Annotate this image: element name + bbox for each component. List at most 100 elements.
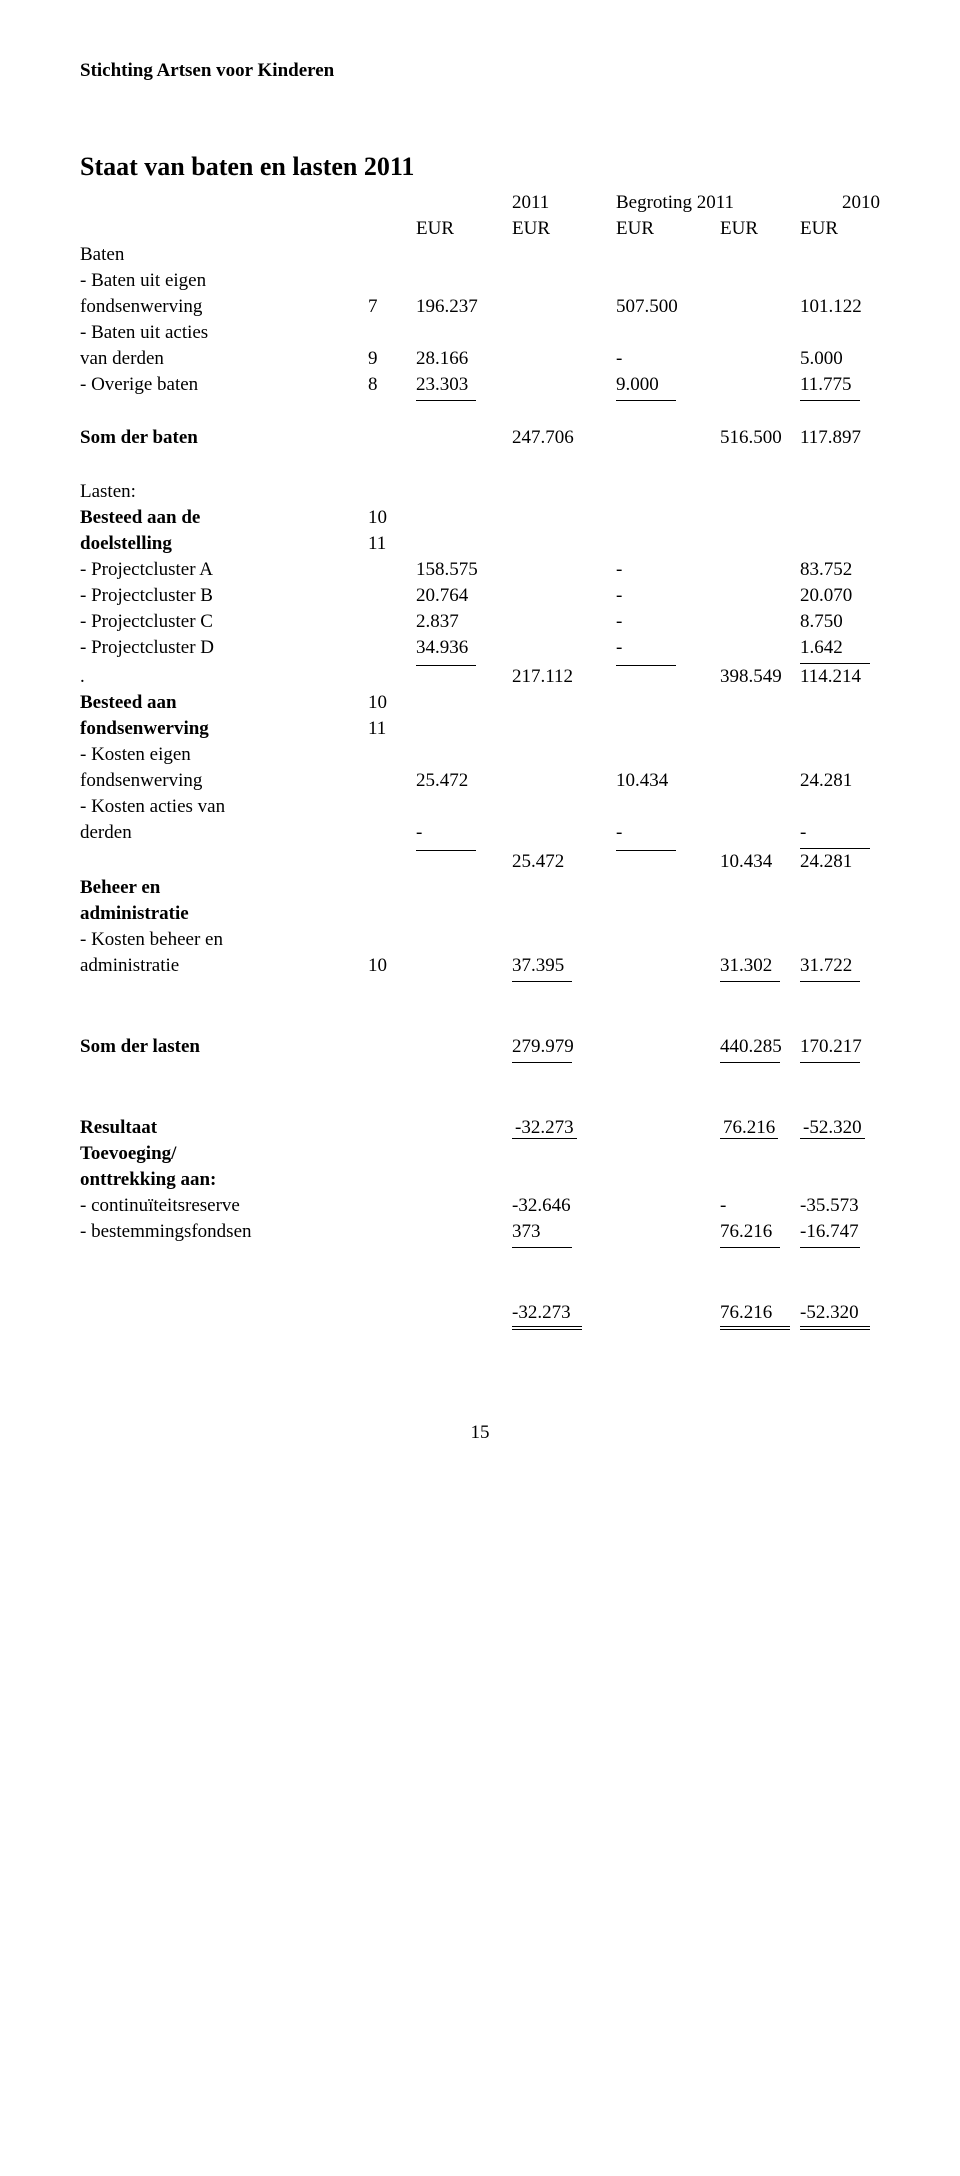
doc-header: Stichting Artsen voor Kinderen — [80, 60, 880, 82]
fwsum-d: 10.434 — [720, 846, 800, 875]
kad-a: - — [416, 820, 512, 846]
besteed-doel-n2: 11 — [368, 531, 416, 557]
rule — [416, 665, 476, 688]
fwsum-b: 25.472 — [512, 846, 616, 875]
resultaat-b: -32.273 — [512, 1117, 577, 1139]
dot-d: 398.549 — [720, 661, 800, 690]
baten-heading: Baten — [80, 242, 368, 268]
cont-d: - — [720, 1193, 800, 1219]
baten-r2-l2: van derden — [80, 346, 368, 372]
kad-e: - — [800, 820, 880, 846]
pb-l: - Projectcluster B — [80, 583, 368, 609]
col-year-3: 2010 — [800, 190, 880, 216]
rule — [616, 850, 676, 873]
baten-r2-note: 9 — [368, 346, 416, 372]
baten-r2-l1: - Baten uit acties — [80, 320, 368, 346]
besteed-fw-n1: 10 — [368, 690, 416, 716]
som-baten-b: 247.706 — [512, 425, 616, 451]
kef-e: 24.281 — [800, 768, 880, 794]
baten-r3-l: - Overige baten — [80, 372, 368, 398]
financial-table: 2011 Begroting 2011 2010 EUR EUR EUR EUR… — [80, 190, 880, 1332]
cont-e: -35.573 — [800, 1193, 880, 1219]
best-l: - bestemmingsfondsen — [80, 1219, 368, 1245]
baten-r1-e: 101.122 — [800, 294, 880, 320]
unit-4: EUR — [720, 216, 800, 242]
year-row: 2011 Begroting 2011 2010 — [80, 190, 880, 216]
kba-l2: administratie — [80, 953, 368, 979]
pa-c: - — [616, 557, 720, 583]
rule — [616, 665, 676, 688]
kef-a: 25.472 — [416, 768, 512, 794]
fwsum-e: 24.281 — [800, 848, 870, 873]
col-year-2: Begroting 2011 — [616, 190, 720, 216]
besteed-fw-l2: fondsenwerving — [80, 716, 368, 742]
kba-d: 31.302 — [720, 953, 800, 979]
toev-l2: onttrekking aan: — [80, 1167, 368, 1193]
baten-r3-note: 8 — [368, 372, 416, 398]
rule — [416, 850, 476, 873]
pb-c: - — [616, 583, 720, 609]
pd-e: 1.642 — [800, 635, 880, 661]
pb-a: 20.764 — [416, 583, 512, 609]
rule — [800, 1247, 860, 1270]
best-e: -16.747 — [800, 1219, 880, 1245]
kad-l2: derden — [80, 820, 368, 846]
kba-b: 37.395 — [512, 953, 616, 979]
pc-l: - Projectcluster C — [80, 609, 368, 635]
final-d: 76.216 — [720, 1302, 790, 1330]
baten-r3-a: 23.303 — [416, 372, 512, 398]
pd-l: - Projectcluster D — [80, 635, 368, 661]
unit-3: EUR — [616, 216, 720, 242]
baten-r1-a: 196.237 — [416, 294, 512, 320]
pb-e: 20.070 — [800, 583, 880, 609]
baten-r1-note: 7 — [368, 294, 416, 320]
rule — [720, 1247, 780, 1270]
resultaat-l: Resultaat — [80, 1115, 368, 1141]
dot-b: 217.112 — [512, 661, 616, 690]
best-d: 76.216 — [720, 1219, 800, 1245]
kef-l1: - Kosten eigen — [80, 742, 368, 768]
rule — [800, 1062, 860, 1085]
pd-c: - — [616, 635, 720, 661]
resultaat-e: -52.320 — [800, 1117, 865, 1139]
besteed-doel-l1: Besteed aan de — [80, 505, 368, 531]
rule — [800, 981, 860, 1004]
final-b: -32.273 — [512, 1302, 582, 1330]
rule — [800, 400, 860, 423]
best-b: 373 — [512, 1219, 616, 1245]
unit-1: EUR — [416, 216, 512, 242]
pc-e: 8.750 — [800, 609, 880, 635]
pa-a: 158.575 — [416, 557, 512, 583]
lasten-heading: Lasten: — [80, 479, 368, 505]
rule — [512, 1062, 572, 1085]
rule — [616, 400, 676, 423]
rule — [720, 1062, 780, 1085]
toev-l1: Toevoeging/ — [80, 1141, 368, 1167]
baten-r1-l1: - Baten uit eigen — [80, 268, 368, 294]
baten-r2-c: - — [616, 346, 720, 372]
som-baten-label: Som der baten — [80, 425, 368, 451]
baten-r3-c: 9.000 — [616, 372, 720, 398]
kba-l1: - Kosten beheer en — [80, 927, 368, 953]
beheer-l1: Beheer en — [80, 875, 368, 901]
som-lasten-l: Som der lasten — [80, 1034, 368, 1060]
rule — [512, 981, 572, 1004]
kba-note: 10 — [368, 953, 416, 979]
besteed-fw-n2: 11 — [368, 716, 416, 742]
baten-r3-e: 11.775 — [800, 372, 880, 398]
page-title: Staat van baten en lasten 2011 — [80, 152, 880, 182]
pa-e: 83.752 — [800, 557, 880, 583]
som-lasten-d: 440.285 — [720, 1034, 800, 1060]
kad-l1: - Kosten acties van — [80, 794, 368, 820]
kef-l2: fondsenwerving — [80, 768, 368, 794]
final-e: -52.320 — [800, 1302, 870, 1330]
cont-b: -32.646 — [512, 1193, 616, 1219]
dot-e: 114.214 — [800, 663, 870, 688]
baten-r2-e: 5.000 — [800, 346, 880, 372]
dot-l: . — [80, 661, 368, 690]
kef-c: 10.434 — [616, 768, 720, 794]
pa-l: - Projectcluster A — [80, 557, 368, 583]
pc-c: - — [616, 609, 720, 635]
pd-a: 34.936 — [416, 635, 512, 661]
unit-row: EUR EUR EUR EUR EUR — [80, 216, 880, 242]
